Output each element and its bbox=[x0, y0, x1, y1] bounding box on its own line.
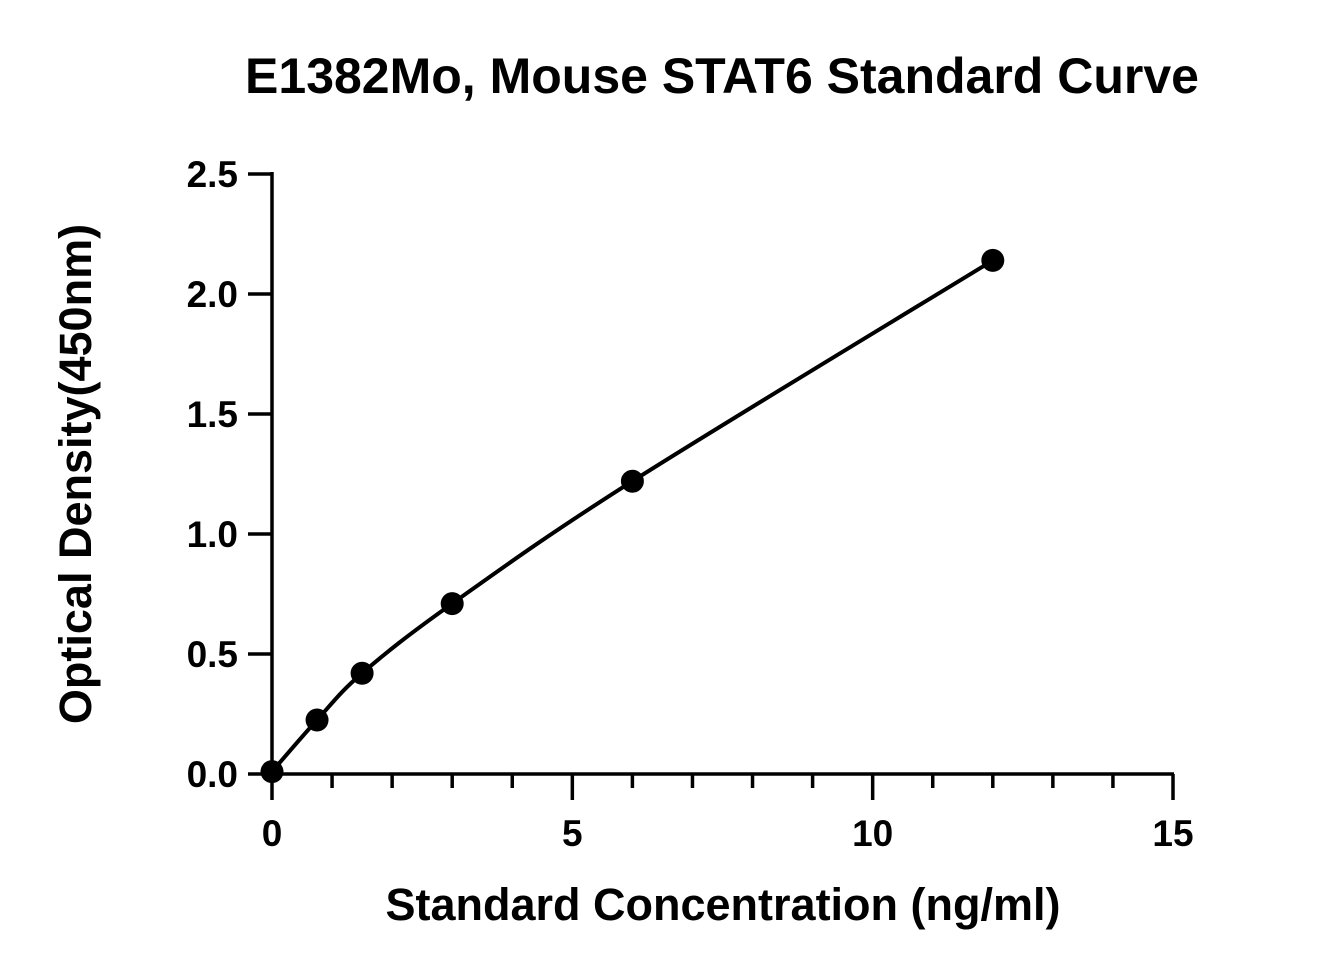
data-point bbox=[440, 592, 464, 616]
x-ticks: 0 5 10 15 bbox=[262, 774, 1194, 854]
chart-title: E1382Mo, Mouse STAT6 Standard Curve bbox=[245, 48, 1199, 104]
data-point bbox=[305, 708, 329, 732]
y-tick-label: 1.0 bbox=[187, 514, 238, 555]
data-point bbox=[620, 469, 644, 493]
data-point bbox=[350, 661, 374, 685]
y-tick-label: 2.5 bbox=[187, 154, 238, 195]
y-tick-label: 0.0 bbox=[187, 754, 238, 795]
data-point bbox=[981, 248, 1005, 272]
fit-curve-group bbox=[270, 258, 995, 774]
y-tick-label: 0.5 bbox=[187, 634, 238, 675]
x-tick-label: 0 bbox=[262, 813, 283, 854]
data-points bbox=[260, 248, 1005, 784]
y-ticks: 0.0 0.5 1.0 1.5 2.0 2.5 bbox=[187, 154, 272, 795]
x-tick-label: 5 bbox=[562, 813, 583, 854]
y-tick-label: 1.5 bbox=[187, 394, 238, 435]
data-point bbox=[260, 760, 284, 784]
y-tick-label: 2.0 bbox=[187, 274, 238, 315]
x-tick-label: 10 bbox=[852, 813, 893, 854]
y-axis-title: Optical Density(450nm) bbox=[50, 224, 101, 724]
x-tick-label: 15 bbox=[1152, 813, 1193, 854]
fit-curve bbox=[270, 258, 995, 774]
x-axis-title: Standard Concentration (ng/ml) bbox=[386, 879, 1061, 930]
